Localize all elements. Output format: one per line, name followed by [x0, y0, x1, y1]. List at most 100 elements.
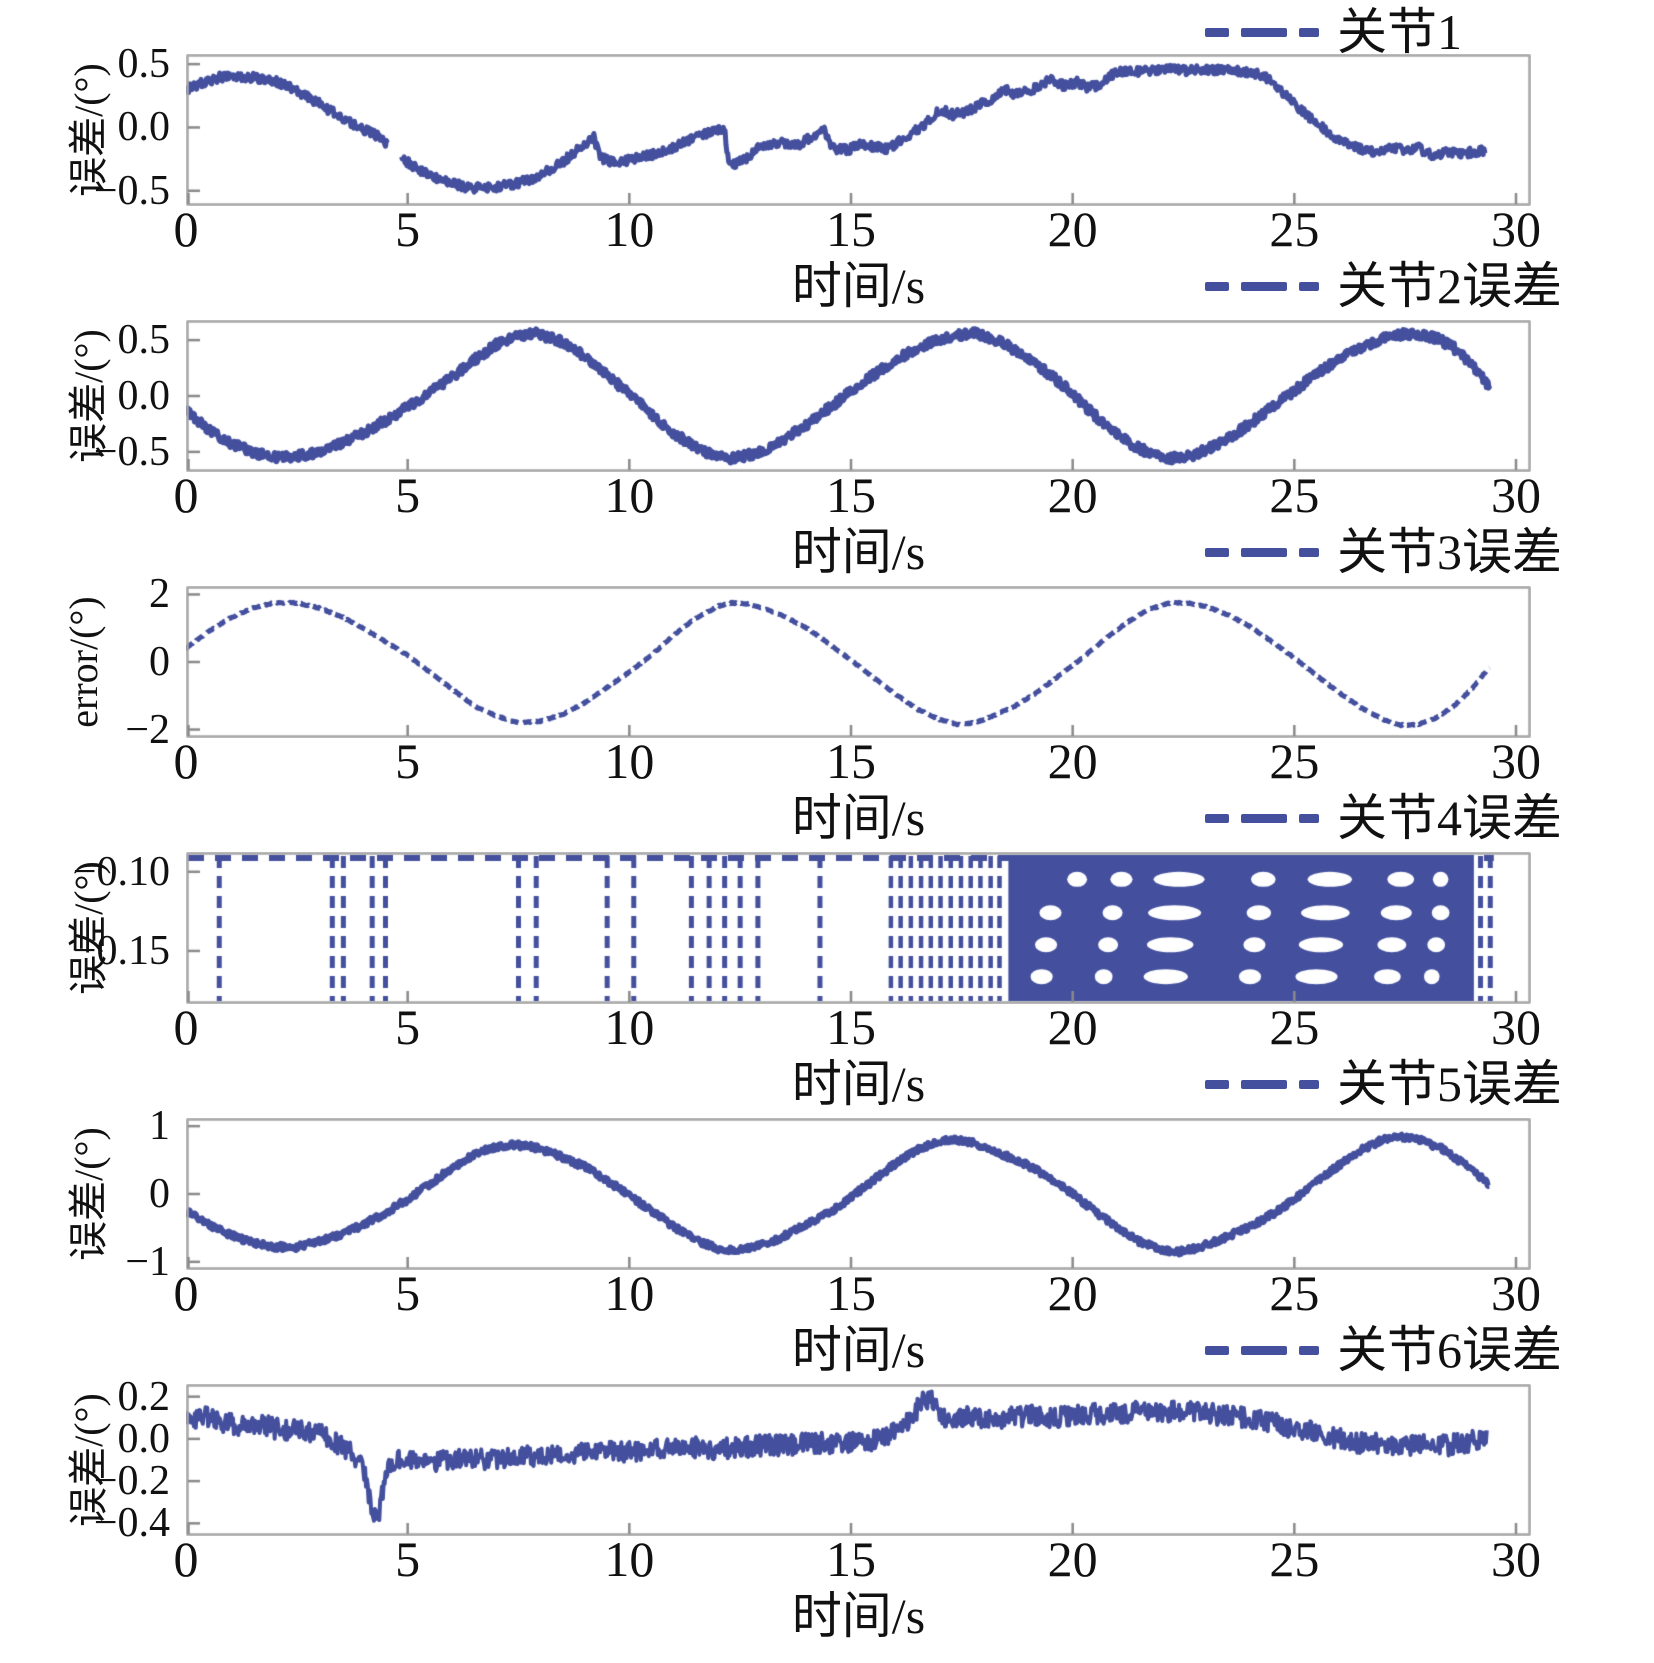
xlabel-row-5: 时间/s 关节6误差: [0, 1316, 1654, 1384]
x-tick-label: 25: [1269, 201, 1320, 257]
x-tick-row-4: 0 5 10 15 20 25 30: [0, 999, 1654, 1055]
plot-canvas-4: [186, 852, 1531, 1004]
legend-dash-line-icon: [1205, 1080, 1319, 1089]
y-tick-label: 0.0: [117, 104, 171, 151]
plot-canvas-6: [186, 1384, 1531, 1536]
xlabel-row-2: 时间/s 关节3误差: [0, 518, 1654, 586]
x-tick-label: 5: [395, 733, 421, 789]
y-tick-label: −0.4: [93, 1500, 170, 1547]
x-axis-label: 时间/s: [791, 1322, 926, 1378]
x-tick-label: 30: [1491, 999, 1541, 1055]
x-tick-label: 30: [1491, 1265, 1541, 1321]
x-tick-label: 10: [604, 1265, 655, 1321]
legend-dash-line-icon: [1205, 548, 1319, 557]
x-tick-label: 5: [395, 1265, 421, 1321]
y-tick-label: 0.0: [117, 1415, 171, 1462]
y-tick-label: 1: [149, 1103, 170, 1150]
y-tick-label: 0: [149, 1171, 170, 1217]
x-tick-label: 20: [1047, 1265, 1098, 1321]
x-tick-label: 25: [1269, 1265, 1320, 1321]
legend-joint-5: 关节5误差: [1205, 1058, 1562, 1110]
y-tick-label: 0.0: [117, 373, 171, 419]
legend-label: 关节2误差: [1337, 258, 1562, 314]
x-tick-label: 10: [604, 999, 655, 1055]
x-tick-label: 15: [826, 467, 876, 523]
plot-canvas-2: [186, 320, 1531, 472]
x-tick-label: 0: [173, 201, 199, 257]
legend-dash-line-icon: [1205, 282, 1319, 291]
x-tick-label: 10: [604, 1531, 655, 1587]
x-tick-label: 0: [173, 467, 199, 523]
x-tick-label: 30: [1491, 201, 1541, 257]
y-tick-label: −2: [125, 706, 170, 753]
x-tick-label: 20: [1047, 999, 1098, 1055]
legend-dash-line-icon: [1205, 1346, 1319, 1355]
x-axis-label: 时间/s: [791, 524, 926, 580]
x-axis-label: 时间/s: [791, 1588, 926, 1644]
x-tick-label: 30: [1491, 733, 1541, 789]
legend-joint-4: 关节4误差: [1205, 792, 1562, 844]
plot-panel-4: 误差/(°) −0.10 −0.15: [0, 848, 1654, 1004]
y-tick-label: 0.2: [117, 1373, 171, 1420]
plot-panel-6: 误差/(°) 0.2 0.0 −0.2 −0.4: [0, 1376, 1654, 1544]
x-axis-label: 时间/s: [791, 1056, 926, 1112]
legend-label: 关节5误差: [1337, 1056, 1562, 1112]
legend-row-1: 关节1: [0, 0, 1654, 58]
x-tick-label: 20: [1047, 1531, 1098, 1587]
y-tick-label: 0: [149, 639, 170, 685]
legend-joint-1: 关节1: [1205, 6, 1462, 58]
x-tick-label: 15: [826, 1531, 876, 1587]
plot-panel-5: 误差/(°) 1 0 −1: [0, 1105, 1654, 1283]
y-tick-label: −0.5: [93, 167, 170, 214]
legend-joint-2: 关节2误差: [1205, 260, 1562, 312]
y-tick-label: −0.2: [93, 1458, 170, 1505]
x-tick-label: 15: [826, 201, 876, 257]
y-tick-label: −0.10: [72, 848, 170, 895]
x-tick-label: 0: [173, 1265, 199, 1321]
x-tick-row-2: 0 5 10 15 20 25 30: [0, 467, 1654, 523]
legend-dash-line-icon: [1205, 28, 1319, 38]
x-tick-label: 25: [1269, 1531, 1320, 1587]
x-tick-label: 5: [395, 201, 421, 257]
x-tick-label: 20: [1047, 467, 1098, 523]
x-tick-label: 10: [604, 467, 655, 523]
x-tick-label: 20: [1047, 201, 1098, 257]
x-tick-label: 10: [604, 733, 655, 789]
x-tick-label: 5: [395, 1531, 421, 1587]
y-tick-label: 0.5: [117, 41, 171, 88]
plot-canvas-1: [186, 54, 1531, 206]
x-tick-label: 15: [826, 999, 876, 1055]
legend-label: 关节6误差: [1337, 1322, 1562, 1378]
y-tick-label: −1: [125, 1238, 170, 1285]
x-tick-row-6: 0 5 10 15 20 25 30: [0, 1531, 1654, 1587]
plot-panel-1: 误差/(°) 0.5 0.0 −0.5: [0, 43, 1654, 212]
plot-panel-2: 误差/(°) 0.5 0.0 −0.5: [0, 317, 1654, 475]
x-tick-row-1: 0 5 10 15 20 25 30: [0, 201, 1654, 257]
legend-dash-line-icon: [1205, 814, 1319, 823]
x-axis-label: 时间/s: [791, 258, 926, 314]
plot-canvas-5: [186, 1118, 1531, 1270]
plot-panel-3: error/(°) 2 0 −2: [0, 573, 1654, 751]
x-tick-label: 5: [395, 467, 421, 523]
y-tick-label: −0.5: [93, 428, 170, 475]
x-tick-label: 20: [1047, 733, 1098, 789]
x-tick-row-3: 0 5 10 15 20 25 30: [0, 733, 1654, 789]
x-tick-label: 25: [1269, 733, 1320, 789]
legend-label: 关节4误差: [1337, 790, 1562, 846]
x-tick-row-5: 0 5 10 15 20 25 30: [0, 1265, 1654, 1321]
x-tick-label: 30: [1491, 467, 1541, 523]
x-tick-label: 25: [1269, 467, 1320, 523]
x-axis-label: 时间/s: [791, 790, 926, 846]
y-tick-label: 0.5: [117, 317, 171, 364]
legend-label: 关节3误差: [1337, 524, 1562, 580]
x-tick-label: 0: [173, 733, 199, 789]
x-tick-label: 15: [826, 733, 876, 789]
legend-joint-6: 关节6误差: [1205, 1324, 1562, 1376]
x-tick-label: 0: [173, 1531, 199, 1587]
x-tick-label: 25: [1269, 999, 1320, 1055]
plot-canvas-3: [186, 586, 1531, 738]
y-tick-label: 2: [149, 571, 170, 618]
xlabel-row-3: 时间/s 关节4误差: [0, 784, 1654, 852]
legend-joint-3: 关节3误差: [1205, 526, 1562, 578]
